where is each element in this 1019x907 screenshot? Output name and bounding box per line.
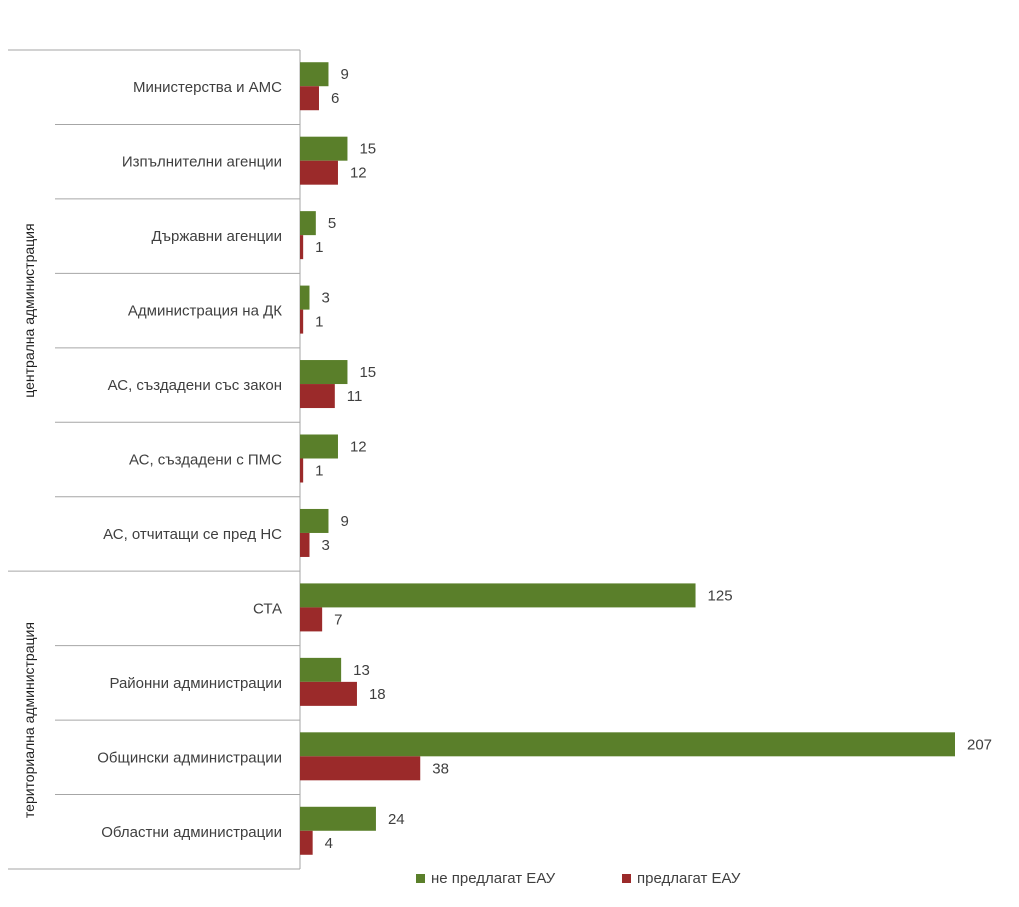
data-label: 6	[331, 90, 339, 107]
data-label: 4	[325, 835, 333, 852]
bar-offering	[300, 160, 338, 185]
data-label: 1	[315, 463, 323, 480]
bar-offering	[300, 532, 310, 557]
data-label: 5	[328, 215, 336, 232]
data-label: 3	[321, 537, 329, 554]
bar-not-offering	[300, 434, 338, 459]
bar-offering	[300, 309, 304, 334]
group-label: централна администрация	[21, 223, 37, 397]
category-label: АС, създадени с ПМС	[129, 452, 282, 469]
bars	[300, 62, 955, 855]
bar-not-offering	[300, 657, 342, 682]
bar-not-offering	[300, 62, 329, 87]
data-label: 12	[350, 165, 367, 182]
bar-not-offering	[300, 136, 348, 161]
bar-not-offering	[300, 583, 696, 608]
category-label: Министерства и АМС	[133, 79, 282, 96]
bar-not-offering	[300, 806, 376, 831]
group-label: териториална администрация	[21, 622, 37, 818]
bar-not-offering	[300, 360, 348, 385]
data-label: 15	[359, 141, 376, 158]
data-label: 13	[353, 662, 370, 679]
data-label: 15	[359, 364, 376, 381]
bar-offering	[300, 830, 313, 855]
bar-not-offering	[300, 508, 329, 533]
data-label: 24	[388, 811, 405, 828]
bar-offering	[300, 235, 304, 260]
data-label: 9	[340, 66, 348, 83]
group-labels: централна администрация териториална адми…	[21, 223, 37, 818]
category-label: Изпълнителни агенции	[122, 154, 282, 171]
category-label: Администрация на ДК	[128, 303, 282, 320]
data-label: 12	[350, 439, 367, 456]
data-label: 3	[321, 290, 329, 307]
bar-not-offering	[300, 732, 955, 757]
bar-offering	[300, 458, 304, 483]
category-label: АС, отчитащи се пред НС	[103, 526, 282, 543]
bar-offering	[300, 756, 421, 781]
bar-not-offering	[300, 211, 316, 236]
legend: не предлагат ЕАУ предлагат ЕАУ	[416, 870, 741, 887]
category-label: АС, създадени със закон	[108, 377, 282, 394]
data-label: 7	[334, 611, 342, 628]
category-label: Държавни агенции	[151, 228, 282, 245]
data-label: 207	[967, 736, 992, 753]
data-label: 1	[315, 314, 323, 331]
bar-not-offering	[300, 285, 310, 310]
category-label: Общински администрации	[97, 749, 282, 766]
bar-offering	[300, 384, 335, 409]
legend-swatch	[622, 874, 631, 883]
bar-offering	[300, 86, 319, 111]
data-label: 38	[432, 760, 449, 777]
data-label: 9	[340, 513, 348, 530]
category-label: Районни администрации	[109, 675, 282, 692]
data-label: 11	[347, 388, 363, 405]
category-label: Областни администрации	[101, 824, 282, 841]
category-labels: Министерства и АМС Изпълнителни агенции Дъ…	[97, 79, 282, 841]
bar-offering	[300, 681, 357, 706]
data-label: 1	[315, 239, 323, 256]
legend-swatch	[416, 874, 425, 883]
category-label: СТА	[253, 600, 282, 617]
data-label: 18	[369, 686, 386, 703]
bar-offering	[300, 607, 323, 632]
data-label: 125	[708, 587, 733, 604]
legend-label: не предлагат ЕАУ	[431, 870, 556, 887]
legend-label: предлагат ЕАУ	[637, 870, 741, 887]
